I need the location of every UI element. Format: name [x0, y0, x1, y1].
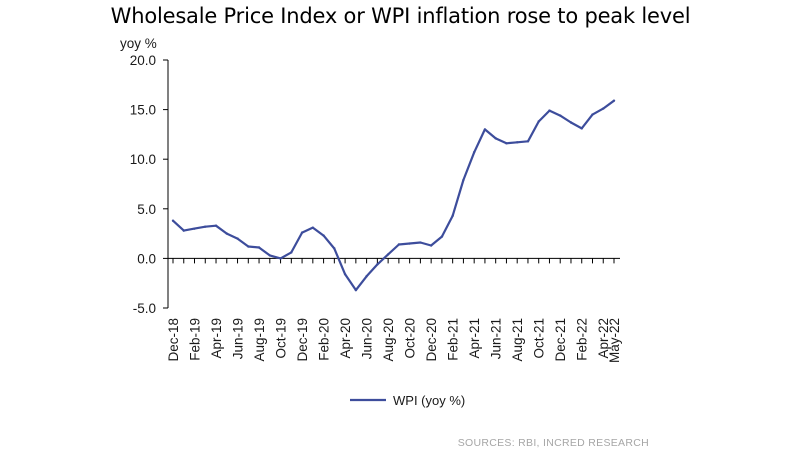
- series-point: [365, 275, 368, 278]
- series-point: [483, 128, 487, 131]
- legend: WPI (yoy %): [350, 393, 465, 408]
- y-axis-label: yoy %: [120, 36, 157, 51]
- x-tick-label: Oct-20: [403, 318, 418, 359]
- x-tick-label: Aug-20: [381, 318, 396, 362]
- x-tick-label: Oct-19: [274, 318, 289, 359]
- series-point: [591, 113, 594, 116]
- series-point: [354, 288, 358, 292]
- series-point: [376, 263, 379, 266]
- series-point: [602, 107, 605, 110]
- x-tick-group: Dec-18 Feb-19 Apr-19 Jun-19 Aug-19 Oct-19 Dec-…: [166, 258, 622, 363]
- chart-title: Wholesale Price Index or WPI inflation r…: [110, 4, 691, 28]
- x-tick-label: May-22: [607, 318, 622, 363]
- series-point: [257, 246, 261, 249]
- x-tick-label: Jun-19: [231, 318, 246, 359]
- series-point: [204, 225, 207, 228]
- x-tick-label: Dec-19: [295, 318, 310, 362]
- series-point: [505, 142, 508, 145]
- x-tick-label: Feb-22: [575, 318, 590, 361]
- x-tick-label: Feb-21: [446, 318, 461, 361]
- series-point: [279, 257, 282, 260]
- series-point: [268, 254, 272, 257]
- series-point: [225, 232, 228, 235]
- y-tick-label: -5.0: [133, 301, 156, 316]
- x-tick-label: Oct-21: [532, 318, 547, 359]
- series-point: [462, 178, 465, 182]
- x-tick-label: Dec-18: [166, 318, 181, 362]
- series-point: [440, 235, 444, 238]
- x-tick-label: Aug-21: [510, 318, 525, 362]
- x-tick-label: Apr-21: [467, 318, 482, 359]
- series-point-group: [171, 99, 616, 292]
- series-point: [247, 245, 250, 248]
- y-tick-label: 5.0: [137, 202, 156, 217]
- y-tick-label: 15.0: [130, 103, 156, 118]
- series-point: [612, 99, 616, 102]
- y-tick-group: 20.0 15.0 10.0 5.0 0.0 -5.0: [130, 53, 168, 316]
- series-point: [537, 120, 540, 123]
- series-point: [408, 242, 411, 245]
- series-point: [559, 114, 562, 117]
- series-point: [515, 141, 519, 144]
- series-point: [429, 244, 433, 247]
- x-tick-label: Aug-19: [252, 318, 267, 362]
- series-point: [419, 241, 422, 244]
- series-point: [548, 109, 551, 112]
- series-point: [311, 226, 315, 229]
- x-tick-label: Apr-22: [596, 318, 611, 359]
- series-point: [193, 227, 196, 230]
- series-point: [182, 229, 185, 232]
- source-note: SOURCES: RBI, INCRED RESEARCH: [457, 437, 649, 449]
- x-tick-label: Jun-20: [360, 318, 375, 359]
- series-point: [343, 273, 347, 276]
- series-point: [214, 224, 218, 227]
- x-tick-label: Apr-20: [338, 318, 353, 359]
- series-point: [472, 151, 476, 154]
- x-tick-label: Feb-20: [317, 318, 332, 361]
- series-point: [451, 214, 454, 217]
- series-point: [397, 243, 401, 246]
- x-tick-label: Dec-21: [553, 318, 568, 362]
- y-tick-label: 10.0: [130, 152, 156, 167]
- y-tick-label: 0.0: [137, 251, 156, 266]
- series-point: [171, 219, 175, 222]
- series-point: [494, 137, 497, 140]
- series-point: [236, 237, 239, 240]
- series-point: [333, 247, 336, 250]
- legend-label: WPI (yoy %): [393, 393, 465, 408]
- series-point: [300, 231, 304, 234]
- series-line-wpi: [172, 99, 615, 292]
- x-tick-label: Feb-19: [188, 318, 203, 361]
- series-point: [322, 234, 325, 237]
- series-point: [580, 127, 583, 130]
- x-tick-label: Apr-19: [209, 318, 224, 359]
- series-point: [526, 140, 530, 143]
- series-point: [386, 253, 390, 256]
- series-point: [569, 121, 573, 124]
- y-tick-label: 20.0: [130, 53, 156, 68]
- x-tick-label: Jun-21: [489, 318, 504, 359]
- series-point: [290, 251, 293, 254]
- x-tick-label: Dec-20: [424, 318, 439, 362]
